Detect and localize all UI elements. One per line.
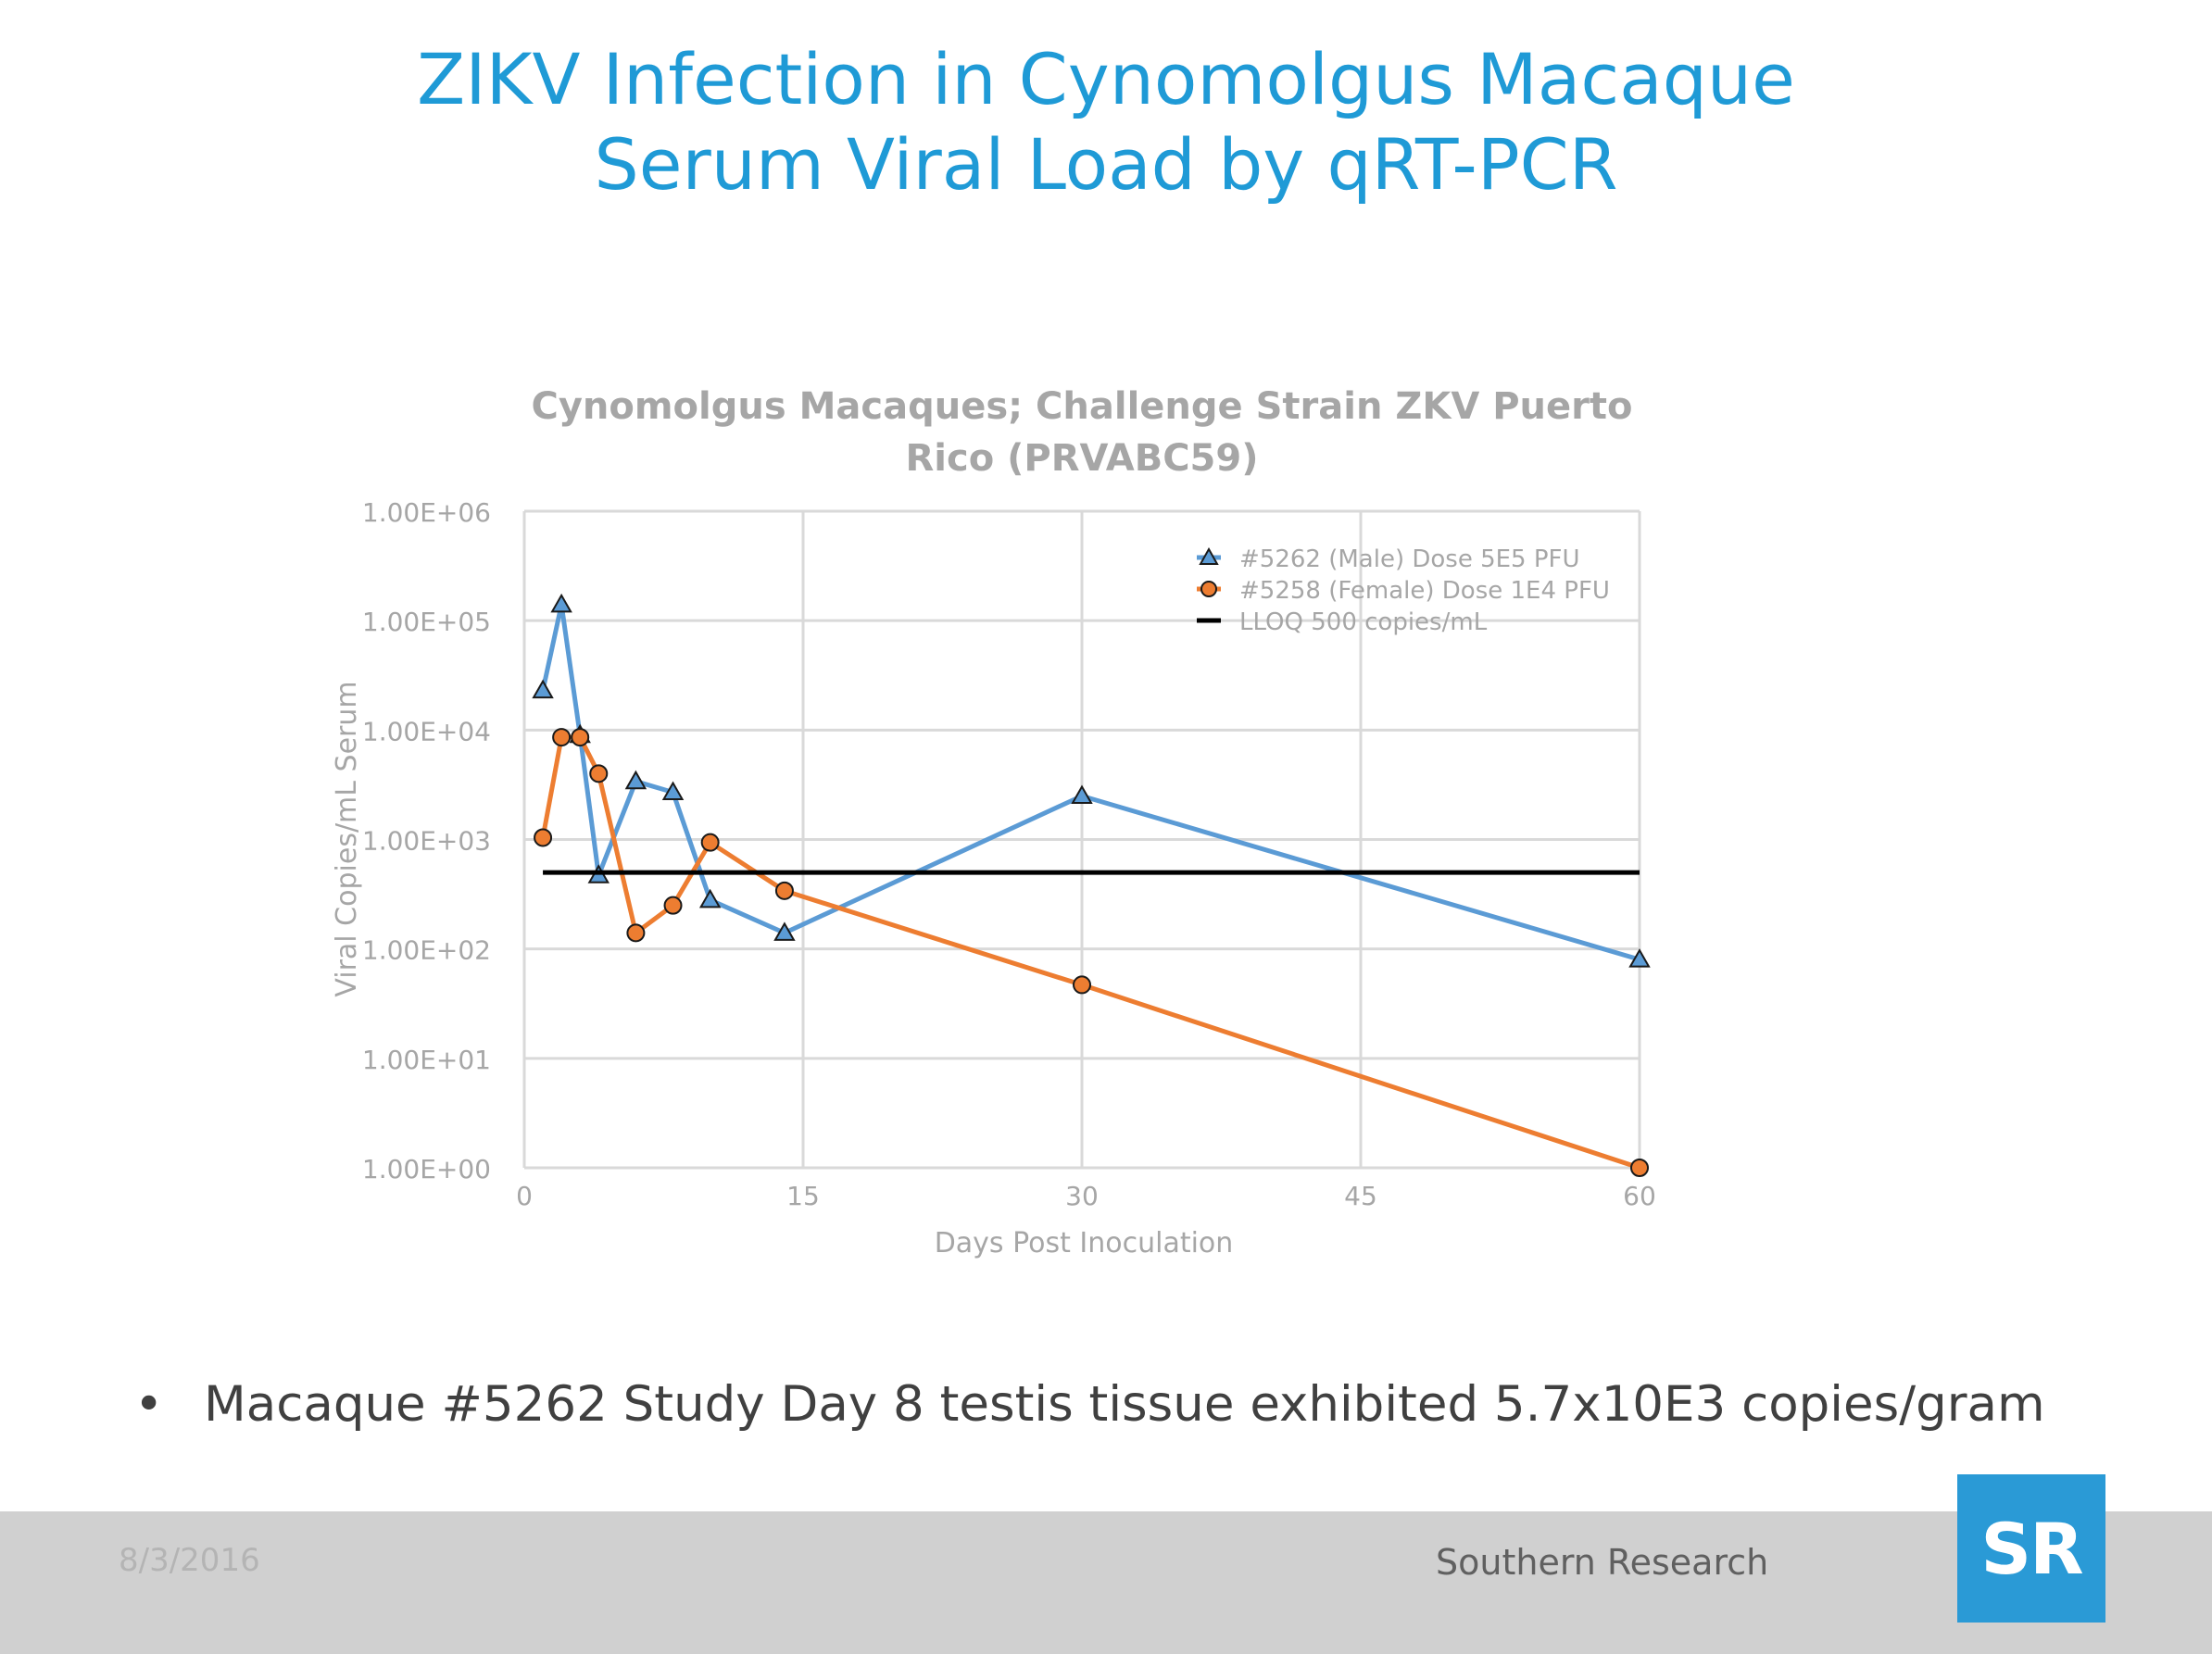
y-tick-label: 1.00E+03 xyxy=(362,826,491,857)
data-point-triangle xyxy=(624,770,647,790)
legend-label: #5258 (Female) Dose 1E4 PFU xyxy=(1239,577,1610,605)
x-tick-label: 30 xyxy=(1065,1181,1099,1211)
data-point-circle xyxy=(626,923,646,943)
legend-label: LLOQ 500 copies/mL xyxy=(1239,608,1488,636)
data-point-circle xyxy=(700,833,720,852)
bullet-symbol: • xyxy=(134,1376,164,1433)
data-point-triangle xyxy=(698,888,722,908)
footer-bar xyxy=(0,1511,2212,1654)
x-tick-label: 15 xyxy=(786,1181,820,1211)
x-axis-ticks: 0 15 30 45 60 xyxy=(516,1181,1656,1211)
y-tick-label: 1.00E+04 xyxy=(362,716,491,746)
data-point-triangle xyxy=(773,921,796,941)
y-tick-label: 1.00E+02 xyxy=(362,935,491,966)
series-line xyxy=(540,602,1640,962)
y-tick-label: 1.00E+00 xyxy=(362,1154,491,1184)
data-point-circle xyxy=(1630,1159,1649,1177)
data-point-circle xyxy=(552,728,572,747)
chart-title-line2: Rico (PRVABC59) xyxy=(905,437,1258,480)
x-axis-label: Days Post Inoculation xyxy=(935,1227,1234,1259)
data-point-triangle xyxy=(661,781,685,801)
chart-legend: #5262 (Male) Dose 5E5 PFU #5258 (Female) … xyxy=(1197,545,1610,636)
chart-title-line1: Cynomolgus Macaques; Challenge Strain ZK… xyxy=(531,385,1632,428)
slide-title: ZIKV Infection in Cynomolgus Macaque Ser… xyxy=(0,37,2212,207)
data-point-triangle xyxy=(1628,948,1651,968)
series-line xyxy=(540,734,1640,1171)
data-point-circle xyxy=(589,764,609,783)
y-tick-label: 1.00E+06 xyxy=(362,497,491,528)
viral-load-chart: Cynomolgus Macaques; Challenge Strain ZK… xyxy=(331,385,1656,1259)
chart-grid xyxy=(522,509,1641,1170)
x-tick-label: 60 xyxy=(1623,1181,1656,1211)
legend-label: #5262 (Male) Dose 5E5 PFU xyxy=(1239,545,1580,573)
footer-company: Southern Research xyxy=(1436,1542,1769,1583)
bullet-text: Macaque #5262 Study Day 8 testis tissue … xyxy=(204,1376,2045,1433)
data-point-triangle xyxy=(550,593,572,613)
data-point-circle xyxy=(774,881,794,900)
legend-marker-circle xyxy=(1200,581,1217,597)
slide-title-line2: Serum Viral Load by qRT-PCR xyxy=(594,123,1618,206)
data-point-circle xyxy=(1073,975,1091,995)
x-tick-label: 45 xyxy=(1344,1181,1377,1211)
data-point-triangle xyxy=(532,679,554,699)
logo-text: SR xyxy=(1980,1507,2083,1590)
y-tick-label: 1.00E+01 xyxy=(362,1045,491,1075)
footer-date: 8/3/2016 xyxy=(119,1542,260,1579)
y-tick-label: 1.00E+05 xyxy=(362,607,491,637)
x-tick-label: 0 xyxy=(516,1181,533,1211)
data-point-circle xyxy=(571,728,590,747)
chart-series xyxy=(532,593,1651,1177)
bullet-point: • Macaque #5262 Study Day 8 testis tissue… xyxy=(134,1376,2045,1441)
data-point-triangle xyxy=(1071,784,1093,804)
data-point-circle xyxy=(534,828,553,847)
southern-research-logo: SR xyxy=(1957,1474,2105,1623)
y-axis-label: Viral Copies/mL Serum xyxy=(331,681,363,996)
data-point-circle xyxy=(663,896,683,915)
legend-marker-triangle xyxy=(1199,546,1219,565)
slide-title-line1: ZIKV Infection in Cynomolgus Macaque xyxy=(417,38,1795,120)
y-axis-ticks: 1.00E+00 1.00E+01 1.00E+02 1.00E+03 1.00E+04… xyxy=(362,497,491,1184)
